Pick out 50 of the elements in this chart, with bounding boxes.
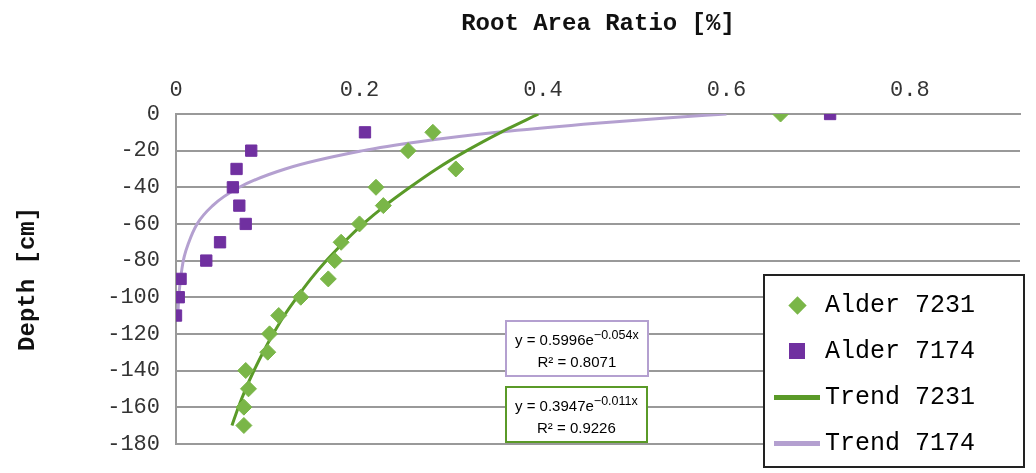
x-tick-label: 0.8 (890, 77, 930, 103)
x-tick-label: 0.4 (523, 77, 563, 103)
y-tick-label: -80 (120, 248, 160, 274)
y-tick-label: -180 (107, 431, 160, 457)
point (239, 380, 257, 398)
legend-label: Alder 7174 (825, 336, 976, 366)
legend-label: Trend 7174 (825, 428, 976, 458)
legend-label: Trend 7231 (825, 382, 976, 412)
point (447, 160, 465, 178)
y-tick-label: -40 (120, 175, 160, 201)
point (319, 270, 337, 288)
point (399, 142, 417, 160)
y-tick-label: -160 (107, 394, 160, 420)
point (292, 288, 310, 306)
point (226, 181, 240, 194)
point (176, 272, 187, 286)
x-tick-label: 0.6 (706, 77, 747, 103)
point (358, 126, 372, 139)
point (233, 199, 246, 212)
y-tick-label: -140 (107, 358, 160, 384)
point (374, 197, 392, 215)
y-tick-label: 0 (146, 101, 160, 127)
y-tick-label: -100 (107, 285, 160, 311)
annotation: y = 0.5996e$^{−0.054x}$ R² = 0.8071 (505, 320, 649, 377)
y-tick-label: -60 (120, 211, 160, 237)
point (237, 362, 255, 380)
point (239, 217, 252, 231)
point (245, 144, 258, 157)
point (235, 416, 253, 434)
legend-label: Alder 7231 (825, 290, 976, 320)
point (270, 307, 288, 325)
y-tick-label: -120 (107, 321, 160, 347)
y-axis-title: Depth [cm] (14, 206, 42, 351)
point (332, 233, 350, 251)
x-tick-label: 0 (169, 77, 183, 103)
point (213, 236, 227, 249)
point (367, 178, 385, 196)
point (350, 215, 368, 233)
point (259, 343, 277, 361)
x-tick-label: 0.2 (339, 77, 380, 103)
line-series (230, 114, 540, 427)
point (261, 325, 279, 343)
point (200, 254, 213, 267)
point (326, 252, 344, 270)
point (424, 123, 442, 141)
point (235, 398, 253, 416)
annotation: y = 0.3947e$^{−0.011x}$ R² = 0.9226 (505, 386, 648, 443)
point (230, 162, 243, 176)
y-tick-label: -20 (120, 138, 160, 164)
x-axis-title: Root Area Ratio [%] (461, 10, 735, 38)
